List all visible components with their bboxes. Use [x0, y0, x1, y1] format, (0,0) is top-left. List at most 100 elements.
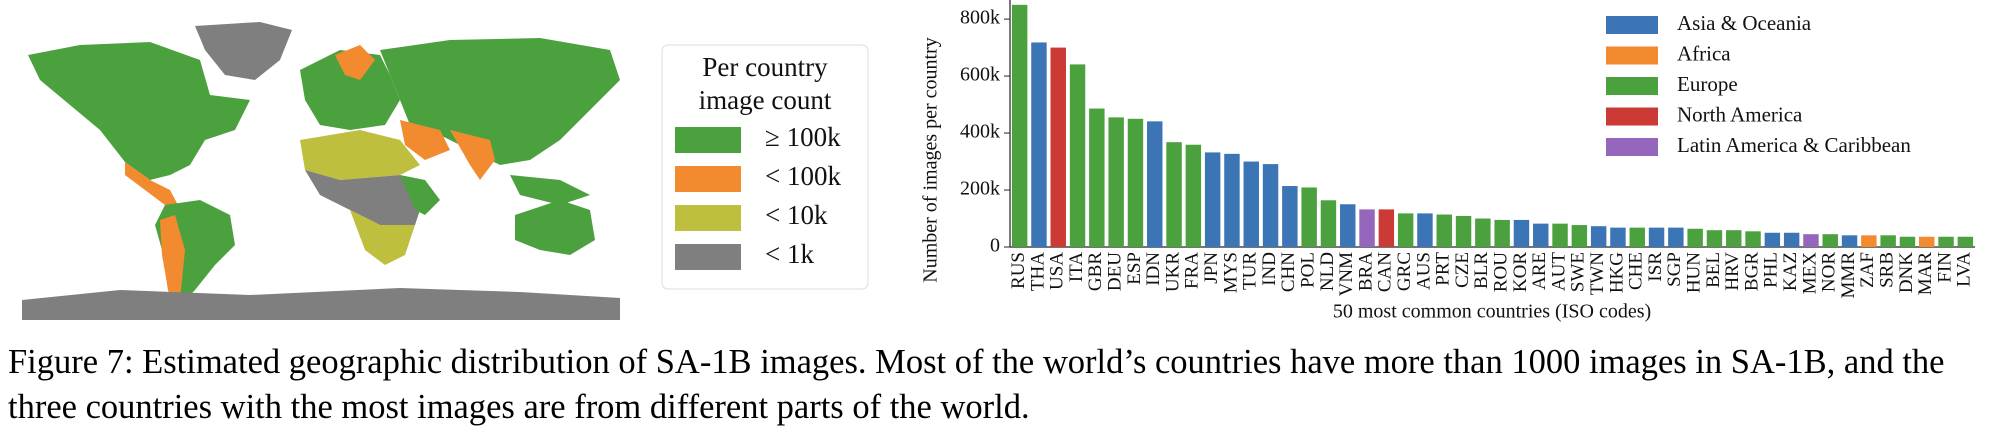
- x-tick-label: USA: [1047, 252, 1068, 290]
- legend-swatch: [1606, 16, 1658, 34]
- legend-swatch: [1606, 138, 1658, 156]
- x-tick-label: ROU: [1491, 252, 1512, 292]
- legend-swatch: [675, 127, 741, 153]
- x-tick-label: SWE: [1568, 252, 1589, 292]
- x-tick-label: FRA: [1182, 252, 1203, 289]
- bar: [1513, 219, 1530, 247]
- bar: [1494, 219, 1510, 247]
- x-tick-label: PRT: [1433, 252, 1454, 286]
- x-tick-label: RUS: [1008, 252, 1029, 289]
- x-tick-label: ITA: [1066, 252, 1087, 282]
- bar: [1648, 227, 1665, 247]
- x-tick-label: BRA: [1355, 252, 1376, 291]
- legend-label: Latin America & Caribbean: [1677, 133, 1911, 157]
- bar: [1166, 142, 1182, 247]
- legend-label: Africa: [1677, 41, 1731, 65]
- bar: [1108, 117, 1124, 248]
- bar: [1764, 232, 1781, 247]
- bar: [1397, 213, 1414, 247]
- bar: [1204, 152, 1221, 247]
- world-map: [22, 22, 620, 320]
- legend-swatch: [1606, 77, 1658, 95]
- x-tick-label: AUS: [1413, 252, 1434, 290]
- x-tick-label: CHN: [1278, 252, 1299, 292]
- x-tick-label: POL: [1298, 252, 1319, 288]
- bar: [1610, 227, 1626, 247]
- bar: [1262, 164, 1279, 247]
- x-tick-label: ISR: [1645, 252, 1666, 282]
- bar: [1050, 47, 1066, 248]
- x-tick-label: GBR: [1085, 252, 1106, 291]
- legend-label: Europe: [1677, 72, 1738, 96]
- y-tick-label: 800k: [960, 7, 1000, 29]
- south-asia: [450, 130, 495, 180]
- bar: [1552, 223, 1568, 247]
- bar: [1726, 230, 1742, 247]
- x-tick-label: DNK: [1896, 252, 1917, 293]
- y-axis-label: Number of images per country: [920, 37, 942, 282]
- bar: [1880, 235, 1896, 247]
- x-tick-label: CAN: [1375, 252, 1396, 292]
- legend-swatch: [675, 244, 741, 270]
- africa-east: [400, 175, 440, 215]
- bar: [1243, 161, 1259, 247]
- y-tick-label: 0: [990, 235, 1000, 257]
- legend-swatch: [675, 205, 741, 231]
- bar: [1629, 227, 1645, 247]
- x-tick-label: IDN: [1143, 252, 1164, 286]
- middle-east: [400, 120, 450, 160]
- bar: [1475, 218, 1491, 247]
- y-tick-label: 200k: [960, 178, 1000, 200]
- x-tick-label: HUN: [1684, 252, 1705, 293]
- bar: [1011, 4, 1028, 248]
- bar: [1783, 232, 1800, 247]
- x-tick-label: MEX: [1799, 252, 1820, 295]
- bar: [1185, 144, 1202, 247]
- bar: [1745, 231, 1761, 247]
- x-tick-label: NOR: [1819, 252, 1840, 292]
- bar: [1706, 230, 1723, 247]
- central-america: [125, 162, 178, 205]
- bar: [1224, 153, 1240, 247]
- x-tick-label: ESP: [1124, 252, 1145, 285]
- bar: [1127, 118, 1144, 247]
- bar: [1938, 236, 1954, 247]
- x-tick-label: GRC: [1394, 252, 1415, 291]
- africa-south: [350, 210, 415, 265]
- caption: Figure 7: Estimated geographic distribut…: [8, 343, 1945, 426]
- y-tick-label: 600k: [960, 64, 1000, 86]
- europe: [300, 50, 400, 130]
- legend-label: < 1k: [765, 239, 814, 269]
- se-asia: [510, 175, 590, 205]
- x-tick-label: PHL: [1761, 252, 1782, 288]
- x-tick-label: THA: [1027, 252, 1048, 291]
- bar: [1822, 234, 1838, 247]
- map-legend: Per country image count: [699, 52, 832, 115]
- bar: [1282, 186, 1298, 247]
- x-tick-label: LVA: [1954, 252, 1975, 287]
- x-tick-label: TUR: [1240, 252, 1261, 290]
- x-tick-label: UKR: [1162, 252, 1183, 292]
- legend-label: Asia & Oceania: [1677, 11, 1812, 35]
- x-tick-label: SGP: [1664, 252, 1685, 287]
- x-tick-label: KOR: [1510, 252, 1531, 292]
- bar: [1378, 209, 1395, 247]
- x-tick-label: VNM: [1336, 252, 1357, 296]
- bar: [1089, 108, 1105, 247]
- australia: [515, 200, 595, 255]
- x-tick-label: NLD: [1317, 252, 1338, 291]
- x-tick-label: DEU: [1105, 252, 1126, 291]
- x-tick-label: BEL: [1703, 252, 1724, 288]
- x-tick-label: HKG: [1606, 252, 1627, 293]
- bar: [1031, 42, 1047, 247]
- x-tick-label: BLR: [1471, 252, 1492, 289]
- x-axis-label: 50 most common countries (ISO codes): [1333, 301, 1651, 323]
- africa-north: [300, 130, 420, 180]
- charts: Per country image count Number of images …: [22, 0, 1975, 323]
- bar: [1668, 227, 1684, 247]
- bar: [1320, 200, 1337, 247]
- north-america: [28, 42, 250, 180]
- bar: [1957, 236, 1974, 247]
- x-tick-label: IND: [1259, 252, 1280, 286]
